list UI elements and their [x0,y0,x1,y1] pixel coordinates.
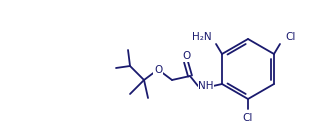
Text: Cl: Cl [285,32,295,42]
Text: H₂N: H₂N [192,32,212,42]
Text: amino: amino [207,41,211,42]
Text: NH: NH [198,81,214,91]
Text: Cl: Cl [243,113,253,123]
Text: O: O [154,65,162,75]
Text: O: O [182,51,190,61]
